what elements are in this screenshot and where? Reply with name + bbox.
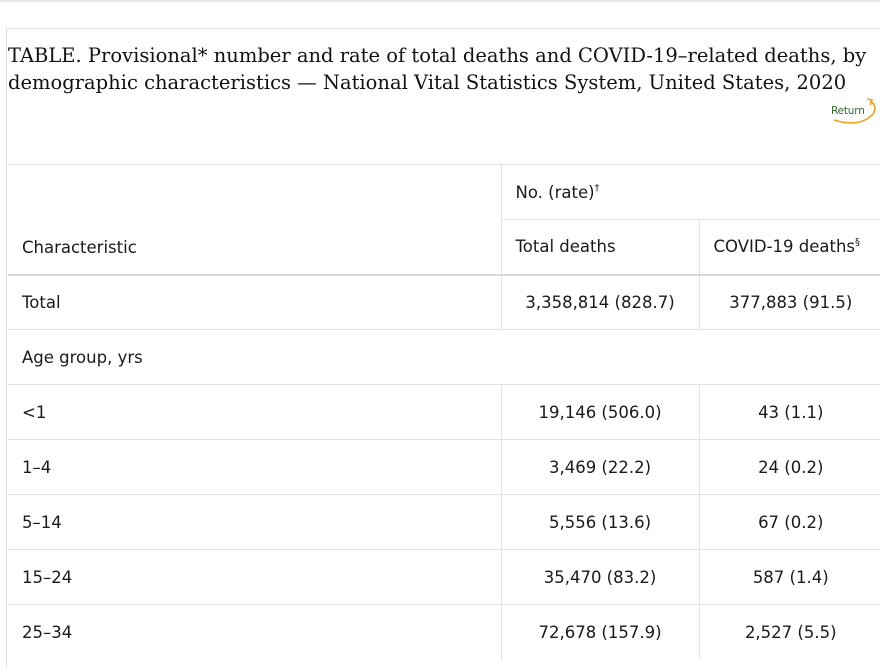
header-characteristic-label: Characteristic [22, 237, 137, 257]
table-row: <1 19,146 (506.0) 43 (1.1) [8, 384, 880, 440]
section-label: Age group, yrs [8, 329, 880, 385]
header-group-label: No. (rate) [515, 182, 595, 202]
header-covid-deaths-label: COVID-19 deaths [713, 237, 856, 257]
table-row-section: Age group, yrs [8, 329, 880, 385]
table-row: 1–4 3,469 (22.2) 24 (0.2) [8, 439, 880, 495]
row-label: 1–4 [8, 439, 501, 495]
table-frame [6, 28, 880, 668]
row-total-deaths: 3,469 (22.2) [500, 439, 699, 495]
header-group: No. (rate)† [500, 164, 880, 220]
header-total-deaths: Total deaths [500, 219, 699, 276]
header-total-deaths-label: Total deaths [515, 237, 616, 257]
row-covid-deaths: 67 (0.2) [698, 494, 880, 550]
table-row: 25–34 72,678 (157.9) 2,527 (5.5) [8, 604, 880, 660]
header-row-group: Characteristic No. (rate)† [8, 164, 880, 276]
header-row-columns: Total deaths COVID-19 deaths§ [8, 219, 880, 276]
row-covid-deaths: 2,527 (5.5) [698, 604, 880, 660]
row-label: 15–24 [8, 549, 501, 605]
row-total-deaths: 3,358,814 (828.7) [500, 274, 699, 330]
row-label: <1 [8, 384, 501, 440]
table-caption: TABLE. Provisional* number and rate of t… [8, 44, 867, 94]
row-total-deaths: 5,556 (13.6) [500, 494, 699, 550]
return-label: Return [831, 105, 865, 117]
row-total-deaths: 72,678 (157.9) [500, 604, 699, 660]
row-covid-deaths: 587 (1.4) [698, 549, 880, 605]
return-link[interactable]: Return [830, 98, 880, 128]
data-table: Characteristic No. (rate)† Total deaths … [8, 164, 880, 660]
row-total-deaths: 19,146 (506.0) [500, 384, 699, 440]
curved-arrow-icon [833, 98, 876, 124]
row-label: Total [8, 274, 501, 330]
table-row: 15–24 35,470 (83.2) 587 (1.4) [8, 549, 880, 605]
row-covid-deaths: 24 (0.2) [698, 439, 880, 495]
header-characteristic: Characteristic [8, 164, 501, 276]
header-group-footnote-mark: † [594, 182, 600, 194]
row-total-deaths: 35,470 (83.2) [500, 549, 699, 605]
table-row-total: Total 3,358,814 (828.7) 377,883 (91.5) [8, 274, 880, 330]
row-covid-deaths: 43 (1.1) [698, 384, 880, 440]
row-label: 25–34 [8, 604, 501, 660]
table-row: 5–14 5,556 (13.6) 67 (0.2) [8, 494, 880, 550]
header-covid-deaths: COVID-19 deaths§ [698, 219, 880, 276]
row-covid-deaths: 377,883 (91.5) [698, 274, 880, 330]
top-divider [0, 0, 880, 2]
header-covid-footnote-mark: § [855, 237, 861, 249]
row-label: 5–14 [8, 494, 501, 550]
